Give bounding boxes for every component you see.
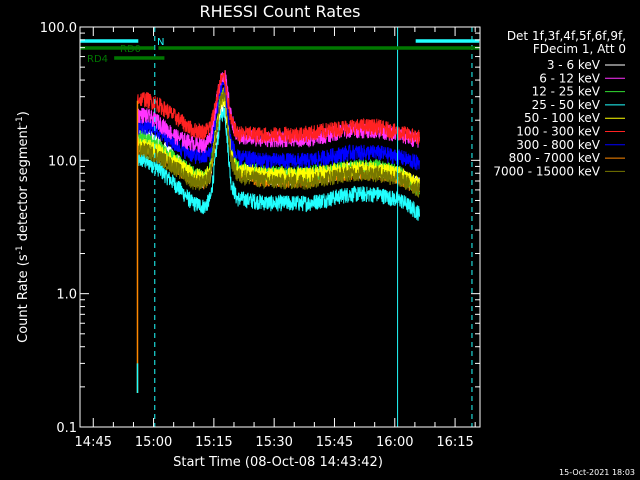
state-bar-label: RD0 [120, 44, 141, 55]
legend-label: 7000 - 15000 keV [493, 164, 600, 178]
legend-header-1: Det 1f,3f,4f,5f,6f,9f, [507, 29, 626, 43]
y-tick-label: 1.0 [56, 288, 77, 303]
state-bar-label: N [157, 37, 164, 48]
x-tick-label: 15:45 [316, 435, 353, 450]
series-layer [136, 70, 420, 393]
x-tick-label: 16:00 [376, 435, 413, 450]
overlay-layer: N RD0 RD4 [79, 27, 480, 427]
legend-label: 300 - 800 keV [516, 138, 600, 152]
x-tick-label: 14:45 [75, 435, 112, 450]
chart-title: RHESSI Count Rates [200, 2, 361, 21]
legend-label: 3 - 6 keV [547, 58, 601, 72]
legend-label: 100 - 300 keV [516, 125, 600, 139]
footer-timestamp: 15-Oct-2021 18:03 [559, 468, 635, 477]
legend-label: 50 - 100 keV [524, 111, 601, 125]
y-tick-label: 0.1 [56, 421, 77, 436]
legend-label: 25 - 50 keV [532, 98, 601, 112]
axes-layer: 0.1 1.0 10.0 100.0 14:45 15:00 15:15 15:30 15:45… [40, 21, 480, 450]
legend-label: 12 - 25 keV [532, 85, 601, 99]
y-tick-label: 10.0 [48, 154, 77, 169]
legend-header-2: FDecim 1, Att 0 [533, 42, 626, 56]
x-axis-label: Start Time (08-Oct-08 14:43:42) [173, 455, 383, 470]
legend-label: 6 - 12 keV [539, 71, 601, 85]
series-line [137, 77, 420, 171]
series-line [137, 88, 420, 198]
x-tick-label: 15:15 [195, 435, 232, 450]
x-tick-label: 15:00 [135, 435, 172, 450]
legend-label: 800 - 7000 keV [509, 151, 601, 165]
plot-frame [79, 26, 481, 428]
series-line [137, 70, 420, 153]
y-tick-label: 100.0 [40, 21, 77, 36]
state-bar-label: RD4 [87, 54, 108, 65]
series-line [137, 106, 420, 221]
y-axis-label: Count Rate (s-1 detector segment-1) [15, 111, 31, 343]
series-line [137, 70, 420, 145]
x-tick-label: 15:30 [255, 435, 292, 450]
x-tick-label: 16:15 [436, 435, 473, 450]
